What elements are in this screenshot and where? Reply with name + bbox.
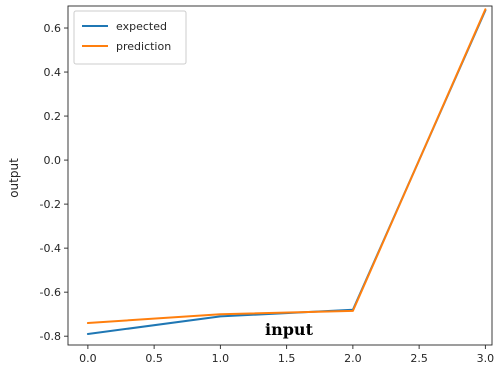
legend-label-prediction: prediction — [116, 40, 171, 53]
x-tick-label: 0.0 — [79, 352, 97, 365]
y-tick-label: 0.0 — [44, 154, 62, 167]
y-tick-label: -0.2 — [40, 198, 61, 211]
x-tick-label: 1.0 — [212, 352, 230, 365]
legend: expected prediction — [73, 10, 187, 65]
chart-annotation: input — [265, 320, 314, 339]
x-tick-label: 1.5 — [278, 352, 296, 365]
x-tick-label: 2.5 — [410, 352, 428, 365]
series-lines — [86, 8, 487, 335]
x-axis-ticks: 0.0 0.5 1.0 1.5 2.0 2.5 3.0 — [79, 345, 494, 365]
y-axis-title: output — [7, 158, 21, 198]
y-tick-label: 0.4 — [44, 66, 62, 79]
y-tick-label: 0.6 — [44, 22, 62, 35]
y-tick-label: -0.4 — [40, 242, 61, 255]
y-tick-label: 0.2 — [44, 110, 62, 123]
x-tick-label: 0.5 — [145, 352, 163, 365]
x-tick-label: 2.0 — [344, 352, 362, 365]
series-line-prediction — [86, 8, 487, 324]
legend-label-expected: expected — [116, 20, 167, 33]
y-tick-label: -0.6 — [40, 286, 61, 299]
plot-area-border — [67, 5, 493, 346]
x-tick-label: 3.0 — [477, 352, 495, 365]
legend-box — [73, 10, 187, 65]
y-tick-label: -0.8 — [40, 330, 61, 343]
axes-frame — [67, 5, 493, 346]
y-axis-ticks: -0.8 -0.6 -0.4 -0.2 0.0 0.2 0.4 0.6 — [40, 22, 68, 343]
